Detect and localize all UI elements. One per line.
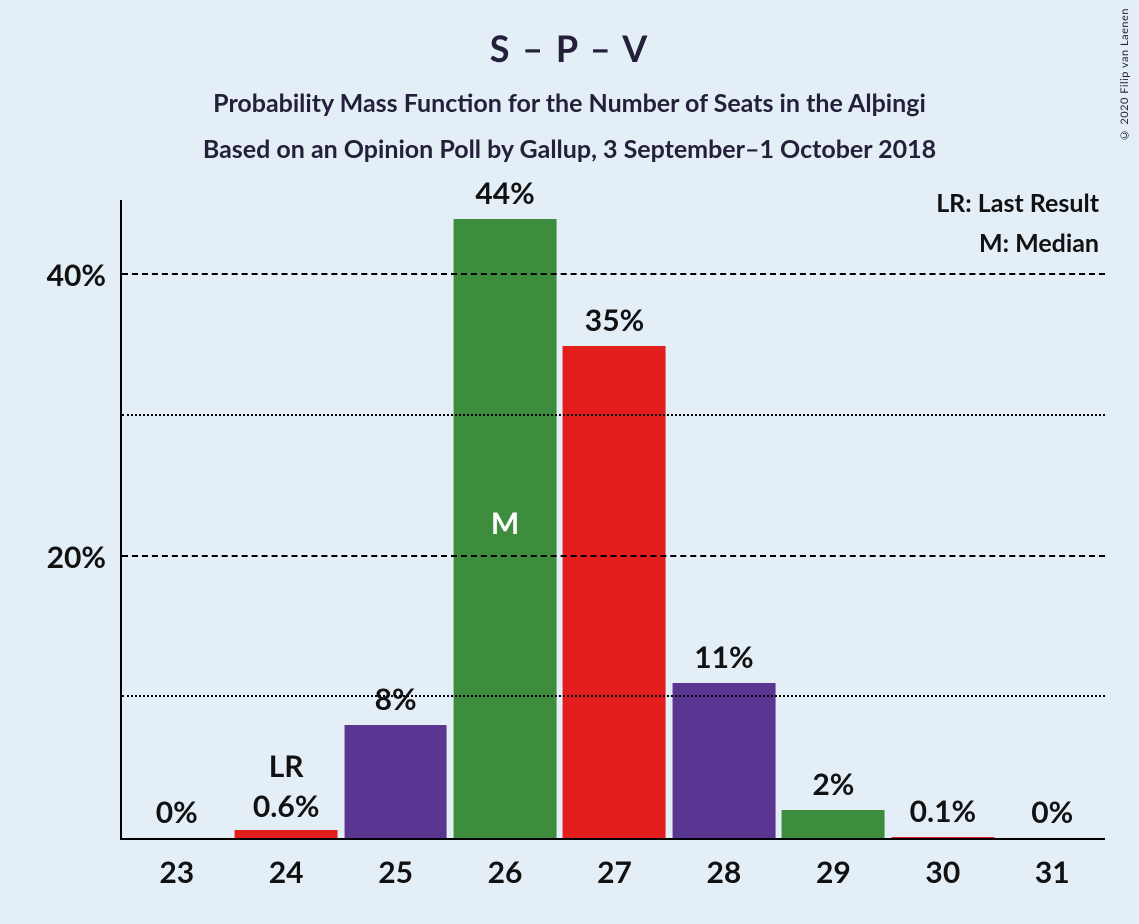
x-tick-label: 27 [597, 838, 632, 890]
y-tick-label: 20% [47, 539, 122, 575]
bar [673, 683, 776, 838]
x-tick-label: 25 [378, 838, 413, 890]
bar-slot: 0%31 [998, 198, 1107, 838]
bar-slot: 2%29 [779, 198, 888, 838]
bars-container: 0%23LR0.6%248%2544%M2635%2711%282%290.1%… [122, 200, 1105, 838]
bar [235, 830, 338, 838]
bar-annotation-top: LR [269, 748, 304, 784]
y-tick-label: 40% [47, 257, 122, 293]
bar-slot: 11%28 [669, 198, 778, 838]
gridline-major [122, 273, 1105, 275]
x-tick-label: 30 [925, 838, 960, 890]
x-tick-label: 26 [488, 838, 523, 890]
chart-subtitle-1: Probability Mass Function for the Number… [0, 88, 1139, 118]
x-tick-label: 31 [1035, 838, 1070, 890]
gridline-minor [122, 695, 1105, 697]
bar-slot: 0%23 [122, 198, 231, 838]
bar [344, 725, 447, 838]
bar-value-label: 0.6% [253, 788, 320, 824]
bar [782, 810, 885, 838]
gridline-minor [122, 414, 1105, 416]
bar-slot: LR0.6%24 [231, 198, 340, 838]
bar-slot: 0.1%30 [888, 198, 997, 838]
bar-value-label: 0% [1031, 794, 1073, 830]
bar-slot: 35%27 [560, 198, 669, 838]
bar-annotation-inside: M [491, 505, 519, 541]
x-tick-label: 28 [707, 838, 742, 890]
x-tick-label: 23 [159, 838, 194, 890]
x-tick-label: 24 [269, 838, 304, 890]
bar-slot: 8%25 [341, 198, 450, 838]
plot-area: 0%23LR0.6%248%2544%M2635%2711%282%290.1%… [120, 200, 1105, 840]
copyright: © 2020 Filip van Laenen [1118, 8, 1131, 141]
bar-value-label: 0% [156, 794, 198, 830]
gridline-major [122, 555, 1105, 557]
bar-value-label: 35% [585, 302, 644, 338]
pmf-seats-chart: S – P – V Probability Mass Function for … [0, 0, 1139, 924]
bar [563, 346, 666, 838]
bar-value-label: 2% [812, 766, 854, 802]
bar-value-label: 11% [694, 639, 753, 675]
bar-slot: 44%M26 [450, 198, 559, 838]
bar-value-label: 0.1% [910, 793, 977, 829]
chart-subtitle-2: Based on an Opinion Poll by Gallup, 3 Se… [0, 134, 1139, 164]
bar-value-label: 8% [375, 681, 417, 717]
chart-title: S – P – V [0, 26, 1139, 70]
x-tick-label: 29 [816, 838, 851, 890]
bar-value-label: 44% [475, 175, 534, 211]
